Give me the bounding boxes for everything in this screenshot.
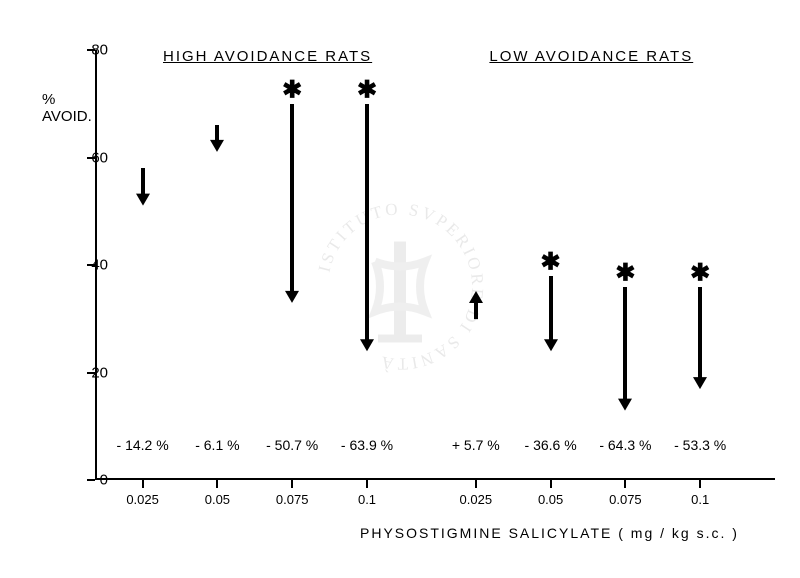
x-tick [366, 480, 368, 488]
significance-asterisk: ✱ [690, 258, 710, 287]
x-tick-label: 0.05 [205, 492, 230, 507]
percent-change-label: + 5.7 % [452, 437, 500, 453]
percent-change-label: - 14.2 % [117, 437, 169, 453]
percent-change-label: - 53.3 % [674, 437, 726, 453]
x-tick-label: 0.1 [691, 492, 709, 507]
x-tick [291, 480, 293, 488]
y-title-line1: % [42, 91, 55, 108]
significance-asterisk: ✱ [357, 75, 377, 104]
y-axis-title: % AVOID. [42, 92, 92, 125]
y-tick-label: 0 [100, 472, 108, 489]
x-axis-title: PHYSOSTIGMINE SALICYLATE ( mg / kg s.c. … [360, 525, 739, 541]
data-arrow [134, 166, 152, 220]
x-tick [624, 480, 626, 488]
chart-container: ISTITUTO SVPERIORE DI SANITÀ - 14.2 %- 6… [0, 0, 800, 578]
x-tick-label: 0.1 [358, 492, 376, 507]
significance-asterisk: ✱ [615, 258, 635, 287]
y-title-line2: AVOID. [42, 108, 92, 125]
data-arrow [283, 102, 301, 317]
y-tick-label: 20 [91, 364, 108, 381]
percent-change-label: - 63.9 % [341, 437, 393, 453]
x-tick [475, 480, 477, 488]
x-tick-label: 0.025 [460, 492, 493, 507]
percent-change-label: - 64.3 % [599, 437, 651, 453]
group-title: HIGH AVOIDANCE RATS [163, 48, 372, 65]
plot-area: - 14.2 % - 6.1 % ✱ - 50.7 % ✱ - 63.9 % + 5.7 %… [95, 50, 775, 480]
data-arrow [467, 289, 485, 321]
x-tick [699, 480, 701, 488]
x-tick [142, 480, 144, 488]
significance-asterisk: ✱ [282, 75, 302, 104]
data-arrow [542, 274, 560, 365]
y-tick-label: 40 [91, 257, 108, 274]
group-title: LOW AVOIDANCE RATS [489, 48, 693, 65]
percent-change-label: - 36.6 % [525, 437, 577, 453]
significance-asterisk: ✱ [541, 247, 561, 276]
x-tick [216, 480, 218, 488]
x-tick-label: 0.025 [126, 492, 159, 507]
x-tick-label: 0.075 [276, 492, 309, 507]
percent-change-label: - 6.1 % [195, 437, 239, 453]
x-tick-label: 0.05 [538, 492, 563, 507]
x-tick [550, 480, 552, 488]
y-tick-label: 80 [91, 42, 108, 59]
x-tick-label: 0.075 [609, 492, 642, 507]
x-axis [95, 478, 775, 480]
data-arrow [208, 123, 226, 166]
data-arrow [691, 285, 709, 403]
y-tick [87, 479, 95, 481]
data-arrow [616, 285, 634, 425]
percent-change-label: - 50.7 % [266, 437, 318, 453]
y-tick-label: 60 [91, 149, 108, 166]
data-arrow [358, 102, 376, 365]
